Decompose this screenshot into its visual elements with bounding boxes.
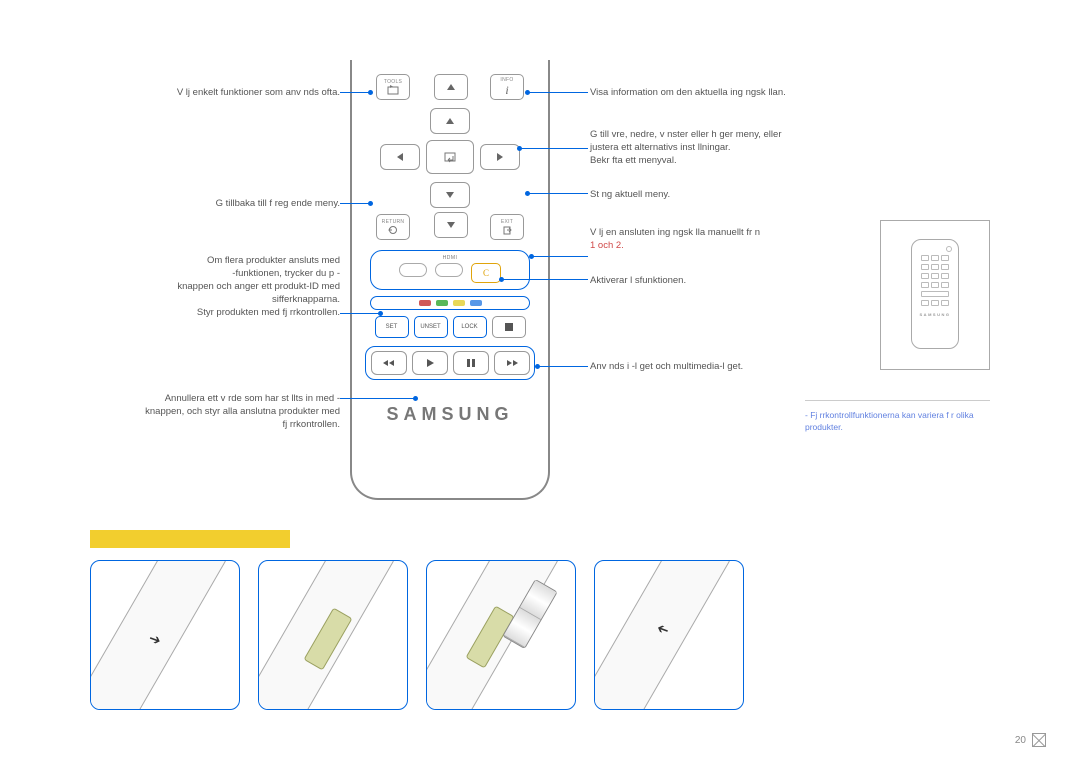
brand-logo: SAMSUNG <box>352 404 548 425</box>
hdmi-group: HDMI C <box>370 250 530 290</box>
unset-button[interactable]: UNSET <box>414 316 448 338</box>
label-unset: Annullera ett v rde som har st llts in m… <box>145 392 340 431</box>
leader-lock <box>502 279 588 280</box>
exit-label: EXIT <box>501 219 513 225</box>
dpad-aux-up[interactable] <box>434 74 468 100</box>
battery-panel-3 <box>426 560 576 710</box>
side-note: Fj rrkontrollfunktionerna kan variera f … <box>805 400 990 433</box>
hdmi-2-button[interactable] <box>435 263 463 277</box>
battery-steps-row: ➔ ➔ <box>90 560 744 710</box>
leader-unset <box>340 398 415 399</box>
forward-button[interactable] <box>494 351 530 375</box>
color-button-yellow[interactable] <box>453 300 465 306</box>
leader-media <box>538 366 588 367</box>
label-hdmi: V lj en ansluten ing ngsk lla manuellt f… <box>590 226 760 252</box>
set-button[interactable]: SET <box>375 316 409 338</box>
label-dpad: G till vre, nedre, v nster eller h ger m… <box>590 128 781 167</box>
label-lock: Aktiverar l sfunktionen. <box>590 274 686 287</box>
tools-label: TOOLS <box>384 79 402 85</box>
side-illustration: SAMSUNG <box>880 220 990 370</box>
label-exit: St ng aktuell meny. <box>590 188 670 201</box>
play-button[interactable] <box>412 351 448 375</box>
dpad-up[interactable] <box>430 108 470 134</box>
leader-set <box>340 313 380 314</box>
label-return: G tillbaka till f reg ende meny. <box>216 197 340 210</box>
color-button-red[interactable] <box>419 300 431 306</box>
leader-return <box>340 203 370 204</box>
hdmi-1-button[interactable] <box>399 263 427 277</box>
dpad-enter[interactable] <box>426 140 474 174</box>
battery-panel-2 <box>258 560 408 710</box>
return-button[interactable]: RETURN <box>376 214 410 240</box>
leader-info <box>528 92 588 93</box>
hdmi-numbers: 1 och 2. <box>590 240 624 251</box>
tools-button[interactable]: TOOLS <box>376 74 410 100</box>
color-button-blue[interactable] <box>470 300 482 306</box>
label-set: Om flera produkter ansluts med -funktion… <box>177 254 340 319</box>
hdmi-label: HDMI <box>377 255 523 261</box>
mini-brand: SAMSUNG <box>920 312 951 317</box>
label-tools: V lj enkelt funktioner som anv nds ofta. <box>177 86 340 99</box>
battery-panel-1: ➔ <box>90 560 240 710</box>
label-media: Anv nds i -l get och multimedia-l get. <box>590 360 743 373</box>
dpad-aux-down[interactable] <box>434 212 468 238</box>
rewind-button[interactable] <box>371 351 407 375</box>
mini-remote: SAMSUNG <box>911 239 959 349</box>
label-info: Visa information om den aktuella ing ngs… <box>590 86 786 99</box>
remote-control: TOOLS INFO i RETURN EXIT <box>350 60 550 500</box>
leader-exit <box>528 193 588 194</box>
battery-panel-4: ➔ <box>594 560 744 710</box>
page-number: 20 <box>1015 733 1046 747</box>
color-buttons-group <box>370 296 530 310</box>
page-box-icon <box>1032 733 1046 747</box>
return-label: RETURN <box>382 219 405 225</box>
lock-button[interactable]: LOCK <box>453 316 487 338</box>
leader-hdmi <box>532 256 588 257</box>
dpad-down[interactable] <box>430 182 470 208</box>
exit-button[interactable]: EXIT <box>490 214 524 240</box>
battery-section-title <box>90 530 290 548</box>
color-button-green[interactable] <box>436 300 448 306</box>
pause-button[interactable] <box>453 351 489 375</box>
dpad <box>370 108 530 208</box>
dpad-right[interactable] <box>480 144 520 170</box>
leader-dpad <box>520 148 588 149</box>
dpad-left[interactable] <box>380 144 420 170</box>
info-button[interactable]: INFO i <box>490 74 524 100</box>
set-row: SET UNSET LOCK <box>352 316 548 338</box>
stop-button[interactable] <box>492 316 526 338</box>
media-row <box>365 346 535 380</box>
leader-tools <box>340 92 370 93</box>
cc-button[interactable]: C <box>471 263 501 283</box>
upper-section: V lj enkelt funktioner som anv nds ofta.… <box>90 60 990 500</box>
